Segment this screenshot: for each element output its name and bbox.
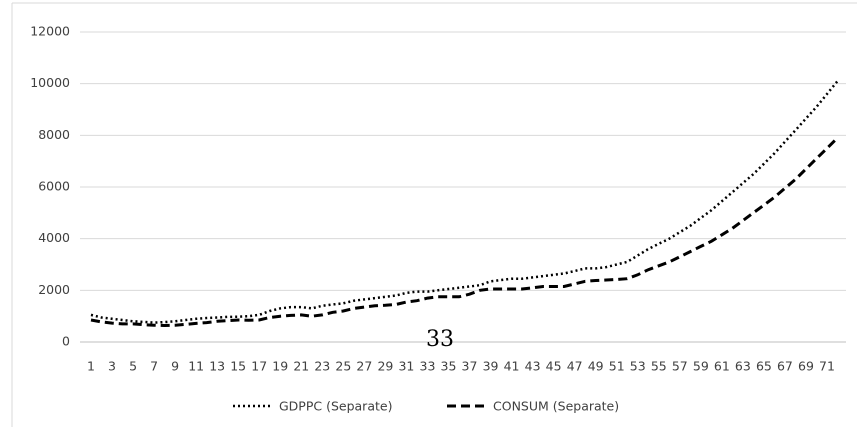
x-tick-label: 33 [420,359,436,374]
x-tick-label: 23 [314,359,330,374]
y-tick-label: 12000 [30,24,70,39]
x-tick-label: 39 [483,359,499,374]
x-tick-label: 27 [356,359,372,374]
legend-label: CONSUM (Separate) [493,399,619,414]
x-tick-label: 31 [398,359,414,374]
x-tick-label: 9 [171,359,179,374]
x-tick-label: 51 [609,359,625,374]
x-tick-label: 63 [735,359,751,374]
x-tick-label: 5 [129,359,137,374]
x-tick-label: 25 [335,359,351,374]
y-tick-label: 8000 [38,127,70,142]
page-number: 33 [426,327,454,352]
x-tick-label: 71 [819,359,835,374]
x-tick-label: 49 [588,359,604,374]
data-line [90,136,839,328]
y-tick-label: 0 [62,334,70,349]
x-tick-label: 45 [546,359,562,374]
x-tick-label: 37 [462,359,478,374]
x-tick-label: 13 [209,359,225,374]
y-tick-label: 10000 [30,75,70,90]
x-tick-label: 69 [798,359,814,374]
x-tick-label: 61 [714,359,730,374]
x-tick-label: 1 [87,359,95,374]
x-tick-label: 57 [672,359,688,374]
data-line [90,80,839,324]
x-tick-label: 35 [441,359,457,374]
x-tick-label: 7 [150,359,158,374]
x-tick-label: 19 [272,359,288,374]
legend-label: GDPPC (Separate) [279,399,392,414]
x-tick-label: 43 [525,359,541,374]
x-tick-label: 21 [293,359,309,374]
x-tick-label: 47 [567,359,583,374]
y-tick-label: 6000 [38,179,70,194]
x-tick-label: 41 [504,359,520,374]
x-tick-label: 53 [630,359,646,374]
x-tick-label: 29 [377,359,393,374]
x-tick-label: 59 [693,359,709,374]
x-tick-label: 11 [188,359,204,374]
x-tick-label: 3 [108,359,116,374]
x-tick-label: 55 [651,359,667,374]
x-tick-label: 17 [251,359,267,374]
y-tick-label: 2000 [38,282,70,297]
x-tick-label: 65 [756,359,772,374]
y-tick-label: 4000 [38,230,70,245]
x-tick-label: 15 [230,359,246,374]
x-tick-label: 67 [777,359,793,374]
